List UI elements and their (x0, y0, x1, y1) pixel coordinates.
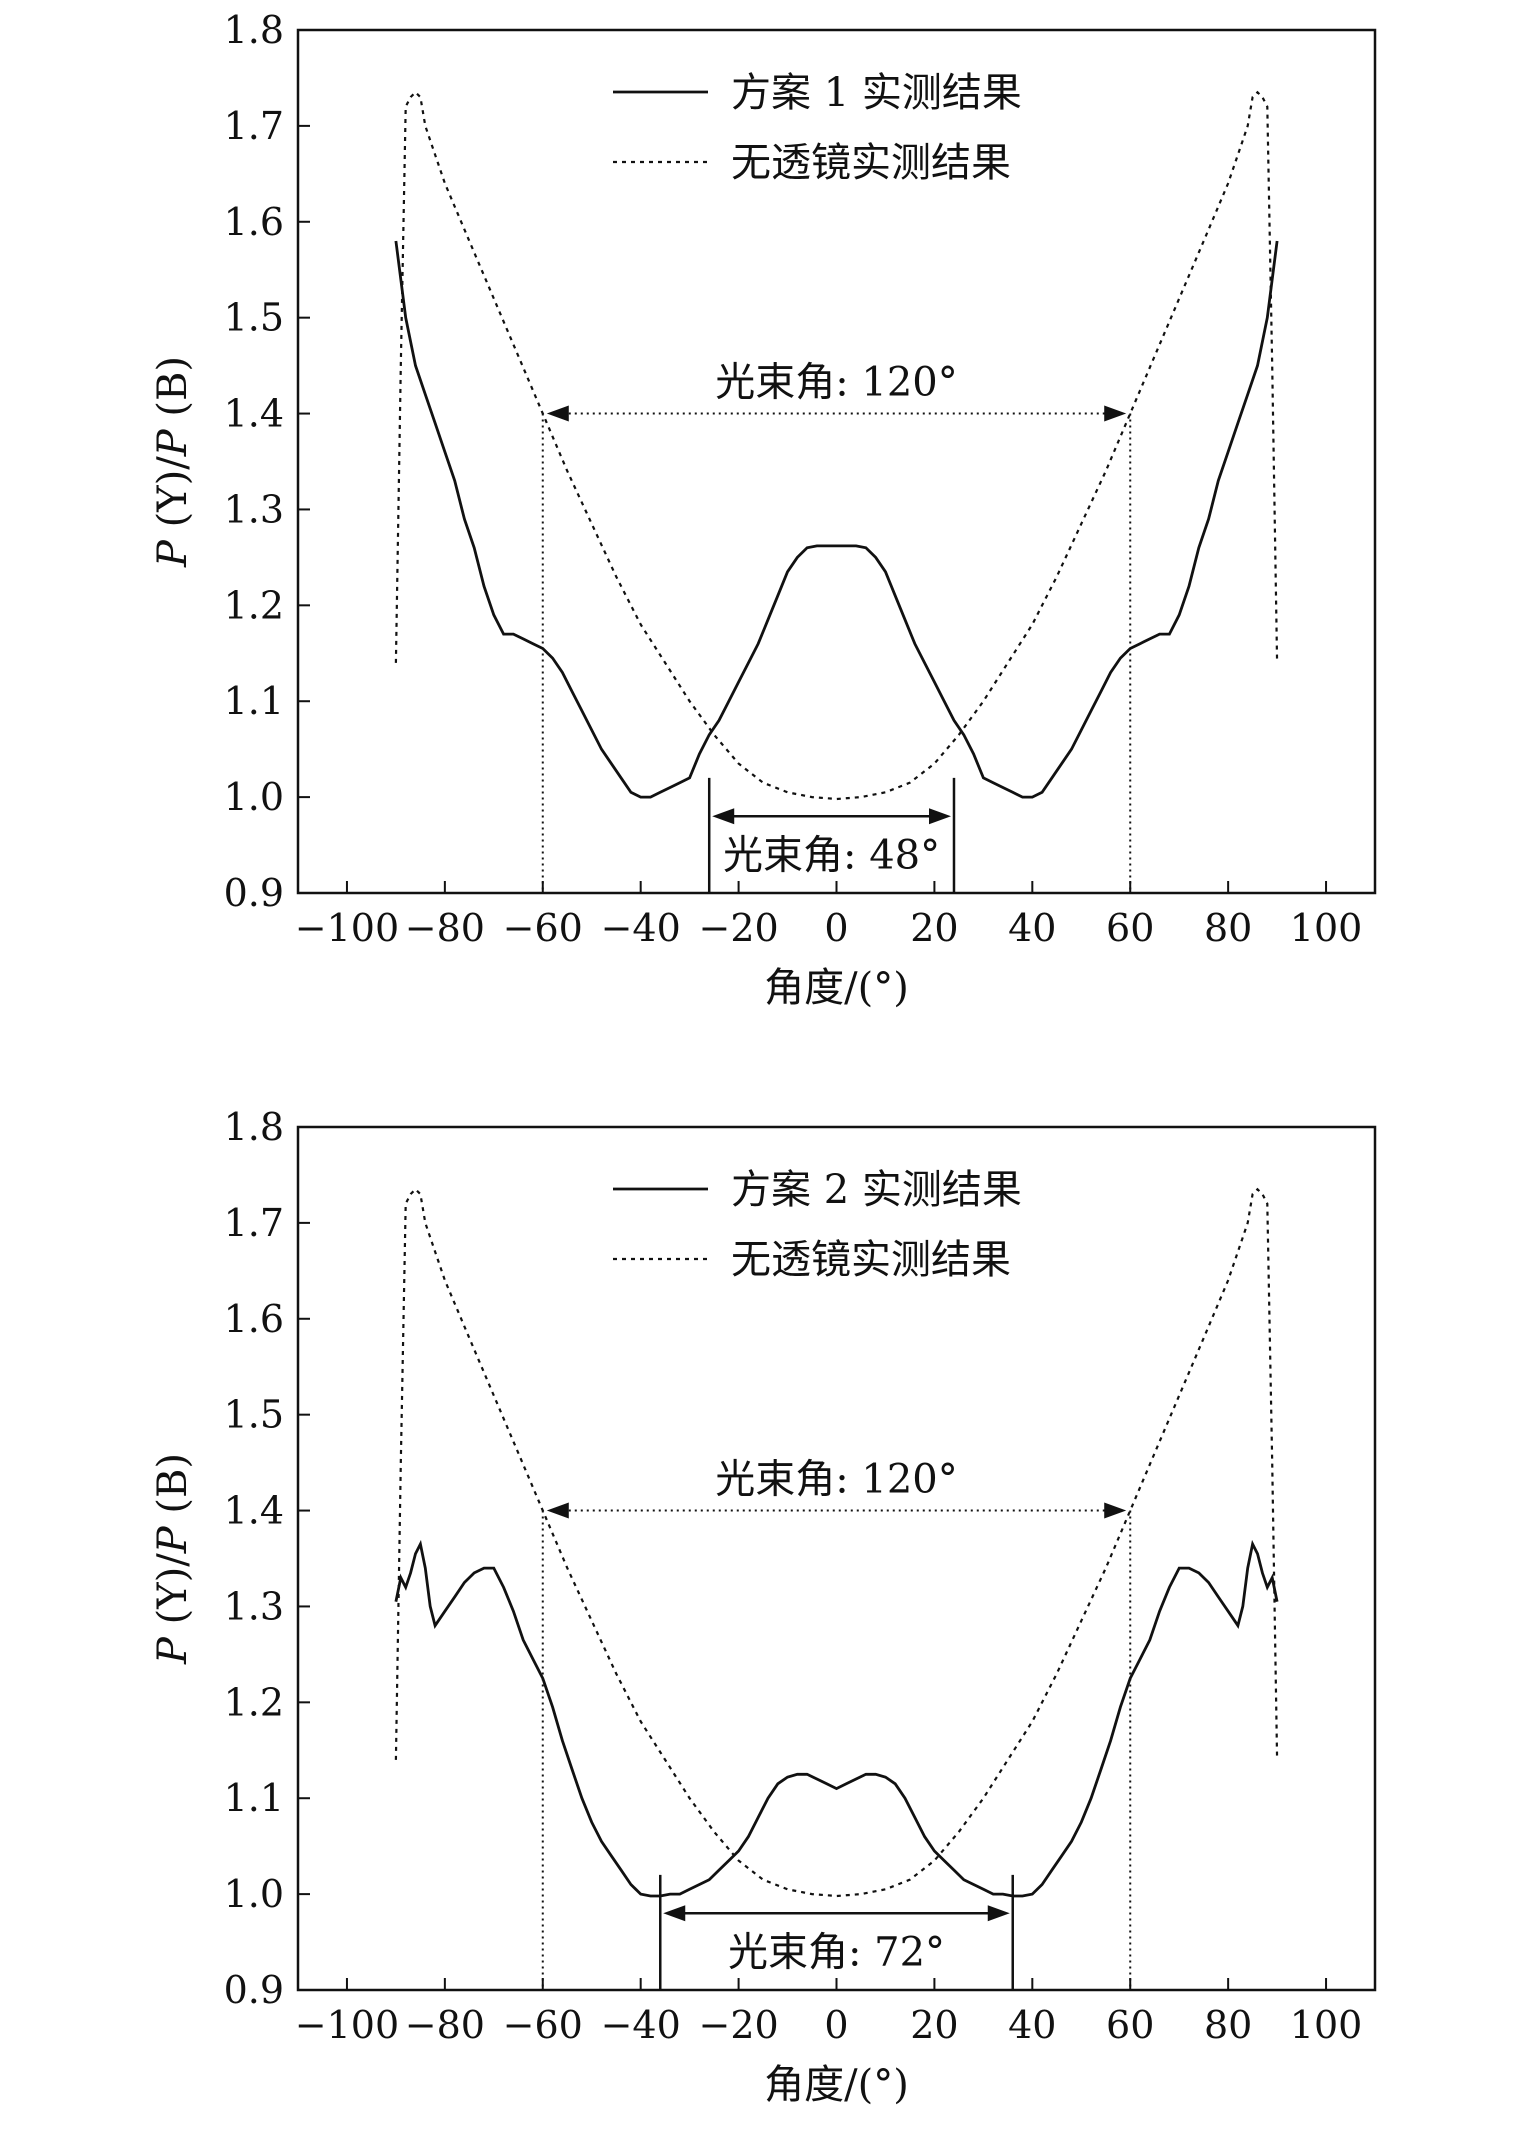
x-tick-label: 60 (1106, 2003, 1154, 2047)
arrowhead (928, 808, 951, 825)
y-tick-label: 1.5 (224, 1393, 284, 1437)
beam-label-wide: 光束角: 120° (715, 1457, 958, 1503)
x-tick-label: 60 (1106, 906, 1154, 950)
y-axis-label: P (Y)/P (B) (150, 356, 196, 568)
x-tick-label: −40 (601, 2003, 681, 2047)
x-tick-label: 0 (824, 906, 848, 950)
arrowhead (712, 808, 735, 825)
x-tick-label: 100 (1290, 2003, 1363, 2047)
y-axis-label-part: P (150, 428, 196, 457)
y-tick-label: 1.4 (224, 1489, 284, 1533)
y-axis-label-part: (B) (150, 356, 196, 429)
x-tick-label: −20 (698, 2003, 778, 2047)
chart-panel-top: −100 −80 −60 −40 −20 0 20 40 60 80 100 0.9 1.0 1.1 1.2… (150, 8, 1377, 1011)
y-axis-label: P (Y)/P (B) (150, 1453, 196, 1665)
y-tick-label: 1.0 (224, 1872, 284, 1916)
chart-panel-bottom: −100 −80 −60 −40 −20 0 20 40 60 80 100 0.9 1.0 1.1 1.2… (150, 1105, 1377, 2108)
x-tick-label: −100 (295, 906, 399, 950)
y-tick-label: 1.6 (224, 200, 284, 244)
legend-label: 无透镜实测结果 (731, 140, 1011, 186)
x-tick-label: 100 (1290, 906, 1363, 950)
y-tick-label: 1.8 (224, 1105, 284, 1149)
x-axis-label: 角度/(°) (764, 2062, 909, 2108)
x-tick-label: 80 (1204, 2003, 1252, 2047)
arrowhead (987, 1905, 1010, 1922)
x-tick-label: 40 (1008, 906, 1056, 950)
x-tick-label: 20 (910, 906, 958, 950)
series-line-dashed (394, 90, 1279, 801)
y-tick-label: 0.9 (224, 1968, 284, 2012)
x-tick-label: −20 (698, 906, 778, 950)
series-line-solid (394, 240, 1279, 799)
arrowhead (1104, 405, 1127, 422)
x-tick-label: 0 (824, 2003, 848, 2047)
beam-label-narrow: 光束角: 72° (728, 1929, 945, 1975)
y-axis-label-part: P (150, 1636, 196, 1665)
y-tick-label: 1.1 (224, 1776, 284, 1820)
legend-label: 方案 2 实测结果 (731, 1167, 1022, 1213)
y-tick-label: 1.3 (224, 487, 284, 531)
y-axis-label-part: (Y)/ (150, 456, 196, 540)
x-tick-label: −40 (601, 906, 681, 950)
y-axis-label-part: P (150, 1525, 196, 1554)
arrowhead (1104, 1502, 1127, 1519)
x-tick-label: −80 (405, 2003, 485, 2047)
x-tick-label: −60 (503, 2003, 583, 2047)
x-axis-label: 角度/(°) (764, 965, 909, 1011)
y-axis-label-part: (Y)/ (150, 1553, 196, 1637)
x-tick-label: −60 (503, 906, 583, 950)
arrowhead (546, 405, 569, 422)
beam-label-narrow: 光束角: 48° (723, 832, 940, 878)
x-tick-label: −80 (405, 906, 485, 950)
series-line-dashed (394, 1187, 1279, 1898)
y-tick-label: 1.8 (224, 8, 284, 52)
y-axis-label-part: P (150, 539, 196, 568)
beam-label-wide: 光束角: 120° (715, 360, 958, 406)
x-tick-label: 80 (1204, 906, 1252, 950)
y-tick-label: 0.9 (224, 871, 284, 915)
y-tick-label: 1.2 (224, 1680, 284, 1724)
y-tick-label: 1.6 (224, 1297, 284, 1341)
x-tick-label: 40 (1008, 2003, 1056, 2047)
arrowhead (546, 1502, 569, 1519)
legend-label: 无透镜实测结果 (731, 1237, 1011, 1283)
arrowhead (663, 1905, 686, 1922)
y-tick-label: 1.1 (224, 679, 284, 723)
y-tick-label: 1.4 (224, 392, 284, 436)
y-tick-label: 1.0 (224, 775, 284, 819)
y-tick-label: 1.5 (224, 296, 284, 340)
y-tick-label: 1.7 (224, 104, 284, 148)
x-tick-label: 20 (910, 2003, 958, 2047)
y-tick-label: 1.7 (224, 1201, 284, 1245)
legend-label: 方案 1 实测结果 (731, 70, 1022, 116)
series-line-solid (394, 1539, 1279, 1898)
y-tick-label: 1.2 (224, 583, 284, 627)
y-axis-label-part: (B) (150, 1453, 196, 1526)
x-tick-label: −100 (295, 2003, 399, 2047)
y-tick-label: 1.3 (224, 1584, 284, 1628)
